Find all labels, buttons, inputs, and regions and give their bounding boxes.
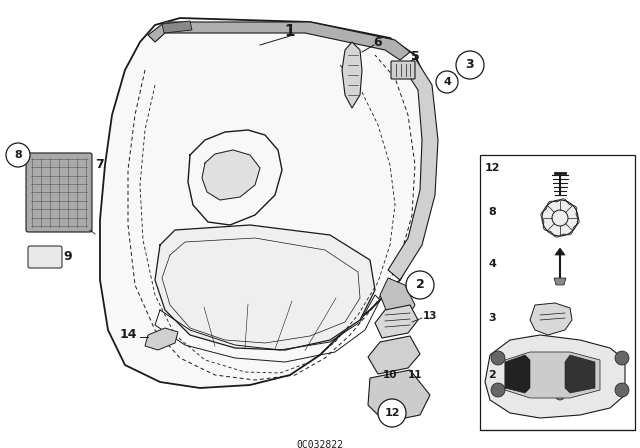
Text: 1: 1 [285, 25, 295, 39]
Polygon shape [368, 370, 430, 422]
Polygon shape [100, 18, 435, 388]
Circle shape [6, 143, 30, 167]
Text: 3: 3 [488, 313, 496, 323]
Polygon shape [380, 278, 415, 322]
Circle shape [491, 383, 505, 397]
Circle shape [545, 355, 575, 385]
Text: 4: 4 [443, 77, 451, 87]
Text: 8: 8 [488, 207, 496, 217]
Text: 2: 2 [415, 279, 424, 292]
Polygon shape [145, 328, 178, 350]
Text: 12: 12 [384, 408, 400, 418]
Text: 13: 13 [423, 311, 437, 321]
Text: 4: 4 [488, 259, 496, 269]
Text: 12: 12 [484, 163, 500, 173]
Circle shape [456, 51, 484, 79]
Circle shape [491, 351, 505, 365]
Polygon shape [555, 248, 565, 255]
Circle shape [615, 351, 629, 365]
Polygon shape [505, 352, 600, 398]
Polygon shape [162, 21, 192, 33]
Circle shape [542, 200, 578, 236]
Polygon shape [342, 42, 362, 108]
Polygon shape [388, 58, 438, 280]
Text: 6: 6 [374, 35, 382, 48]
Text: 7: 7 [95, 159, 104, 172]
Text: 3: 3 [466, 59, 474, 72]
Circle shape [436, 71, 458, 93]
Polygon shape [148, 22, 410, 60]
Circle shape [406, 271, 434, 299]
Circle shape [555, 390, 565, 400]
Polygon shape [368, 336, 420, 374]
Text: 0C032822: 0C032822 [296, 440, 344, 448]
Circle shape [615, 383, 629, 397]
Polygon shape [202, 150, 260, 200]
Polygon shape [565, 355, 595, 393]
Text: 8: 8 [14, 150, 22, 160]
Text: 11: 11 [408, 370, 422, 380]
Text: 5: 5 [411, 51, 419, 64]
Polygon shape [505, 355, 530, 393]
Bar [480, 155, 635, 430]
Text: 10: 10 [383, 370, 397, 380]
Text: 2: 2 [488, 370, 496, 380]
FancyBboxPatch shape [26, 153, 92, 232]
Circle shape [378, 399, 406, 427]
Polygon shape [554, 278, 566, 285]
FancyBboxPatch shape [391, 61, 415, 79]
Polygon shape [375, 305, 418, 338]
Polygon shape [155, 225, 375, 350]
Text: 14: 14 [119, 328, 137, 341]
Polygon shape [485, 335, 625, 418]
FancyBboxPatch shape [28, 246, 62, 268]
Text: 9: 9 [64, 250, 72, 263]
Polygon shape [530, 303, 572, 335]
